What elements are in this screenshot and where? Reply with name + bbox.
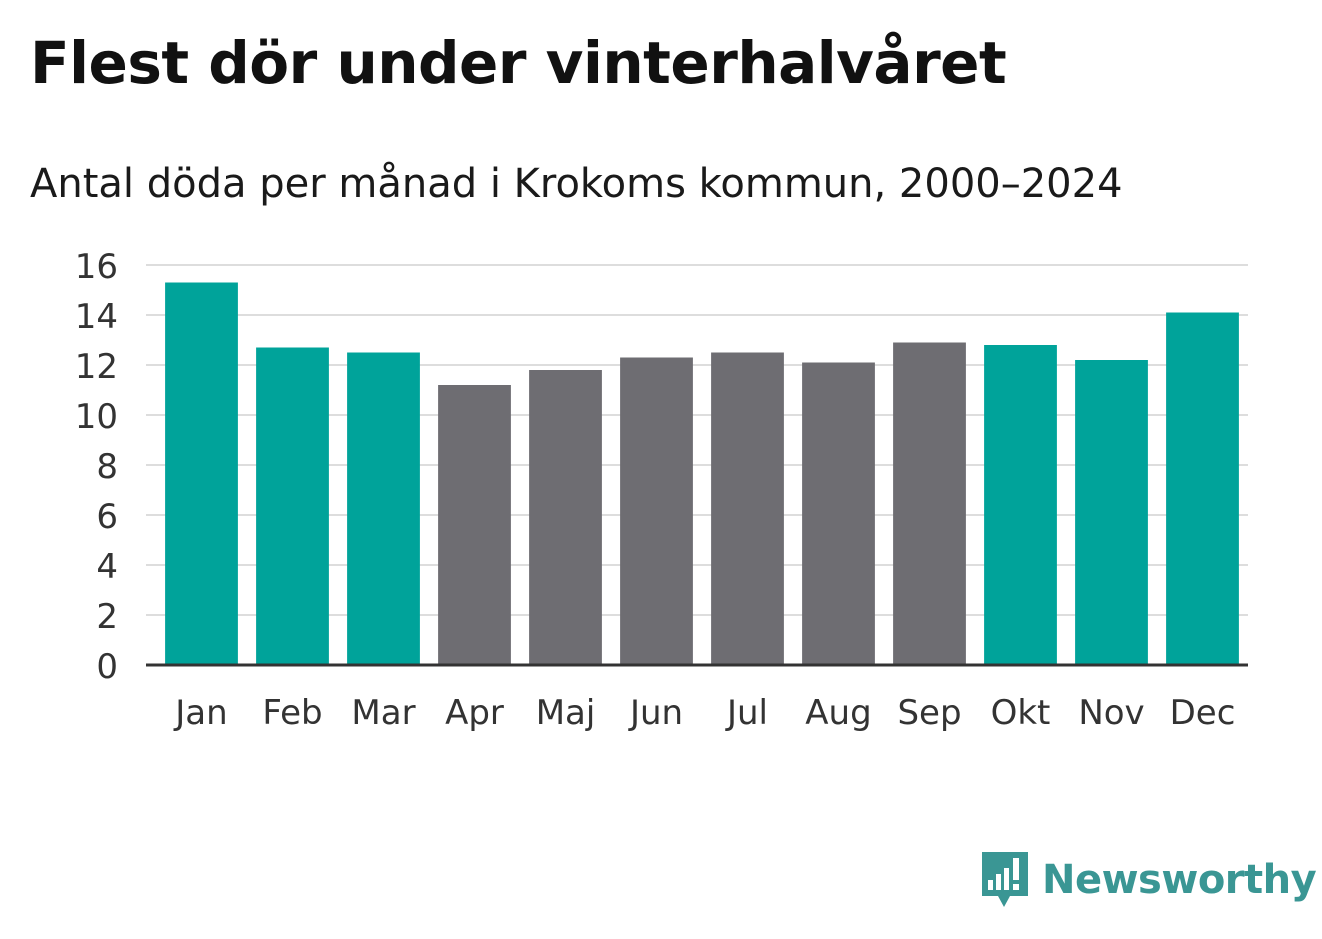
bar-okt [984, 345, 1057, 665]
y-tick-label: 2 [96, 597, 118, 637]
bar-jun [620, 357, 693, 665]
axes: 0 2 4 6 8 10 12 14 16 Jan Feb Mar Apr Maj Jun Jul Aug Sep… [75, 247, 1248, 733]
y-tick-label: 12 [75, 347, 118, 387]
y-tick-label: 10 [75, 397, 118, 437]
y-tick-label: 8 [96, 447, 118, 487]
y-tick-label: 6 [96, 497, 118, 537]
brand-name: Newsworthy [1042, 857, 1317, 903]
x-tick-label: Jan [173, 693, 227, 733]
x-tick-label: Okt [991, 693, 1051, 733]
newsworthy-logo: Newsworthy [980, 850, 1317, 910]
chart-subtitle: Antal döda per månad i Krokoms kommun, 2… [30, 161, 1123, 207]
x-tick-label: Dec [1170, 693, 1236, 733]
x-tick-label: Jul [725, 693, 768, 733]
bar-jan [165, 282, 238, 665]
y-tick-label: 16 [75, 247, 118, 287]
chart-title: Flest dör under vinterhalvåret [30, 29, 1007, 97]
bar-aug [802, 362, 875, 665]
bar-jul [711, 352, 784, 665]
x-tick-label: Sep [897, 693, 961, 733]
x-tick-label: Jun [628, 693, 683, 733]
bar-nov [1075, 360, 1148, 665]
bar-mar [347, 352, 420, 665]
bar-apr [438, 385, 511, 665]
x-tick-label: Nov [1078, 693, 1144, 733]
y-tick-label: 4 [96, 547, 118, 587]
x-tick-label: Aug [805, 693, 871, 733]
bar-dec [1166, 312, 1239, 665]
y-tick-label: 14 [75, 297, 118, 337]
x-tick-label: Mar [351, 693, 415, 733]
y-tick-label: 0 [96, 647, 118, 687]
bar-sep [893, 342, 966, 665]
x-tick-label: Apr [445, 693, 504, 733]
grid-lines [146, 264, 1248, 616]
bar-feb [256, 347, 329, 665]
x-tick-label: Feb [262, 693, 322, 733]
newsworthy-logo-icon [982, 852, 1028, 907]
x-tick-label: Maj [536, 693, 596, 733]
bars [165, 282, 1239, 665]
bar-maj [529, 370, 602, 665]
